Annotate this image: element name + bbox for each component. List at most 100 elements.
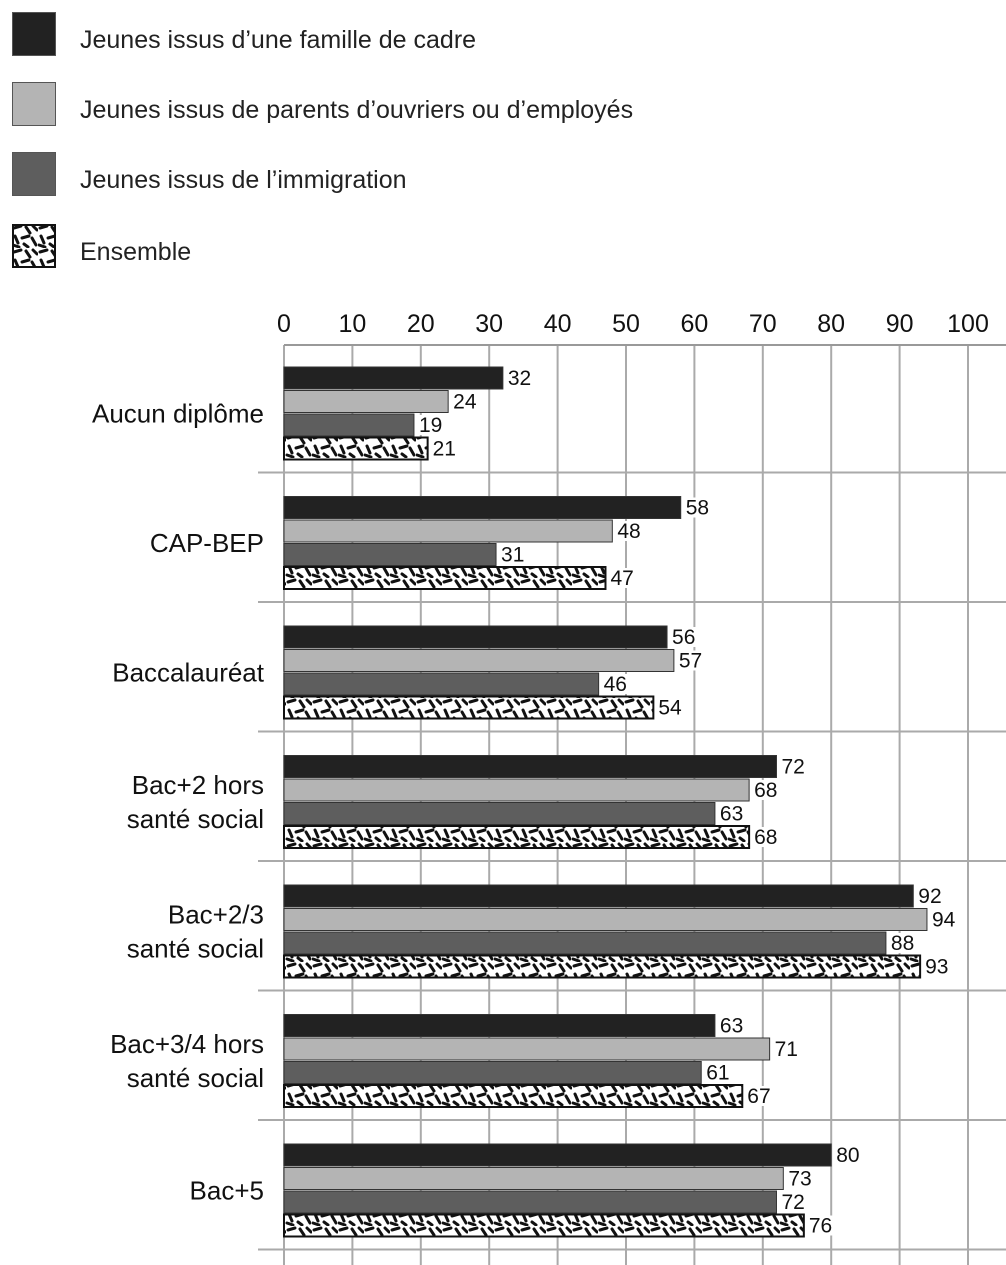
tick-label: 100 xyxy=(947,310,989,338)
category-label: santé social xyxy=(127,1063,264,1093)
value-label-bg xyxy=(505,368,536,388)
bar xyxy=(283,649,675,672)
value-label: 67 xyxy=(747,1085,770,1108)
bar xyxy=(283,802,716,825)
value-label-bg xyxy=(683,497,714,518)
tick-label: 0 xyxy=(277,310,291,338)
value-label-bg xyxy=(752,780,783,800)
value-label: 68 xyxy=(754,826,777,849)
value-label: 58 xyxy=(686,497,709,520)
value-label-bg xyxy=(670,627,701,647)
value-label-bg xyxy=(888,933,919,953)
legend-swatch xyxy=(12,224,56,268)
bar xyxy=(283,566,607,590)
value-label: 57 xyxy=(679,650,702,673)
value-label-bg xyxy=(929,909,960,930)
tick-label: 30 xyxy=(475,310,503,338)
bar xyxy=(283,755,777,778)
tick-label: 80 xyxy=(817,310,845,338)
value-label-bg xyxy=(923,956,954,977)
value-label: 92 xyxy=(918,885,941,908)
value-label: 63 xyxy=(720,1015,743,1038)
value-label-bg xyxy=(745,1086,776,1106)
value-label: 76 xyxy=(809,1215,832,1238)
value-label: 31 xyxy=(501,544,524,567)
value-label: 21 xyxy=(433,438,456,461)
bar xyxy=(283,672,600,696)
value-label-bg xyxy=(717,1015,748,1036)
legend: Jeunes issus d’une famille de cadre Jeune… xyxy=(0,0,1006,290)
legend-swatch xyxy=(12,12,56,56)
value-label: 80 xyxy=(836,1144,859,1167)
bar xyxy=(283,390,449,413)
legend-label: Jeunes issus de l’immigration xyxy=(80,166,407,194)
value-label: 46 xyxy=(604,673,627,696)
bar xyxy=(283,366,504,390)
value-label: 68 xyxy=(754,779,777,802)
value-label: 54 xyxy=(658,697,682,720)
bar xyxy=(283,931,887,955)
value-label: 32 xyxy=(508,367,531,390)
legend-label: Ensemble xyxy=(80,238,192,266)
value-label: 72 xyxy=(781,756,804,779)
category-label: Bac+2/3 xyxy=(168,899,264,929)
category-label: Bac+2 hors xyxy=(132,770,264,800)
value-label: 48 xyxy=(617,520,640,543)
bar xyxy=(283,1190,777,1214)
value-label-bg xyxy=(916,886,947,906)
value-label: 71 xyxy=(775,1038,798,1061)
legend-swatch xyxy=(12,82,56,126)
bar xyxy=(283,1084,744,1108)
bar xyxy=(283,908,928,931)
value-label-bg xyxy=(608,568,639,588)
x-axis-ticks: 0 10 20 30 40 50 60 70 80 90 100 xyxy=(277,310,989,338)
value-label-bg xyxy=(615,521,646,541)
value-label: 72 xyxy=(781,1191,804,1214)
tick-label: 90 xyxy=(886,310,914,338)
bar xyxy=(283,436,429,461)
value-label-bg xyxy=(430,438,461,459)
value-label: 24 xyxy=(453,391,477,414)
bar xyxy=(283,1213,805,1238)
bar xyxy=(283,1061,702,1084)
category-label: santé social xyxy=(127,933,264,963)
value-label-bg xyxy=(786,1168,817,1189)
value-label: 56 xyxy=(672,626,695,649)
value-label-bg xyxy=(416,415,447,435)
bar xyxy=(283,778,750,802)
value-label: 94 xyxy=(932,909,956,932)
bars: 3224192158483147565746547268636892948893… xyxy=(283,366,960,1238)
bar xyxy=(283,543,497,566)
value-label: 19 xyxy=(419,414,442,437)
category-label: Bac+5 xyxy=(190,1175,264,1205)
value-label-bg xyxy=(451,391,482,412)
legend-label: Jeunes issus de parents d’ouvriers ou d’… xyxy=(80,96,634,124)
tick-label: 70 xyxy=(749,310,777,338)
bar xyxy=(283,519,613,543)
value-label-bg xyxy=(779,1192,810,1212)
value-label-bg xyxy=(704,1062,735,1083)
bar xyxy=(283,825,751,849)
tick-label: 20 xyxy=(407,310,435,338)
value-label-bg xyxy=(717,803,748,824)
value-label-bg xyxy=(834,1145,865,1165)
bar xyxy=(283,1143,832,1167)
value-label: 47 xyxy=(610,567,633,590)
bar xyxy=(283,695,655,720)
category-label: Bac+3/4 hors xyxy=(110,1029,264,1059)
legend-swatch xyxy=(12,152,56,196)
value-label-bg xyxy=(499,544,530,565)
value-label: 93 xyxy=(925,956,948,979)
tick-label: 50 xyxy=(612,310,640,338)
legend-label: Jeunes issus d’une famille de cadre xyxy=(80,26,477,54)
value-label: 63 xyxy=(720,803,743,826)
bar xyxy=(283,413,415,437)
bar xyxy=(283,1037,771,1061)
bar xyxy=(283,496,682,519)
value-label-bg xyxy=(656,697,687,718)
value-label: 73 xyxy=(788,1168,811,1191)
value-label-bg xyxy=(601,674,632,694)
category-label: CAP-BEP xyxy=(150,528,264,558)
value-label: 88 xyxy=(891,932,914,955)
